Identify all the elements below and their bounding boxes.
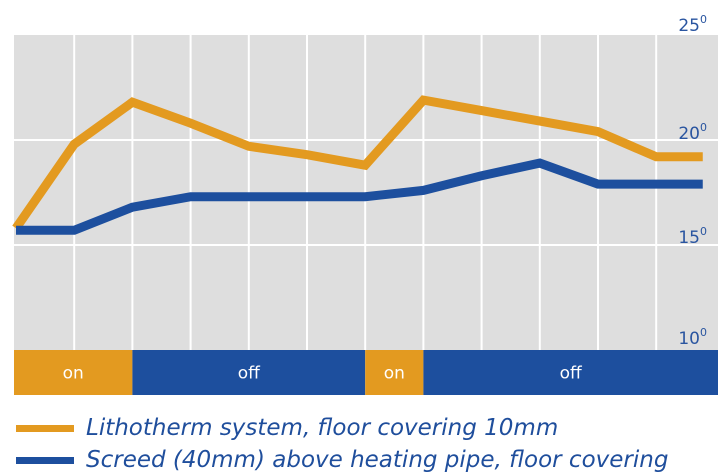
legend: Lithotherm system, floor covering 10mm S… (16, 412, 668, 476)
state-segment-off (423, 350, 718, 395)
y-tick-label: 100 (678, 326, 707, 349)
state-segment-on (365, 350, 424, 395)
state-label-off: off (238, 364, 261, 384)
series-line-2 (16, 158, 703, 235)
state-segment-off (132, 350, 366, 395)
y-axis-ticks: 250 200 150 100 (678, 13, 707, 349)
legend-label-series-2: Screed (40mm) above heating pipe, floor … (86, 447, 669, 473)
temperature-chart: on off on off 250 200 150 100 (12, 13, 718, 395)
y-tick-label: 150 (678, 225, 707, 248)
state-segment-on (14, 350, 133, 395)
state-label-on: on (63, 364, 84, 384)
legend-item-series-2: Screed (40mm) above heating pipe, floor … (16, 444, 668, 476)
legend-label-series-1: Lithotherm system, floor covering 10mm (86, 415, 559, 441)
series-lines (12, 95, 703, 235)
state-label-on: on (384, 364, 405, 384)
state-label-off: off (560, 364, 583, 384)
series-line-1 (12, 95, 703, 231)
legend-swatch-series-2 (16, 456, 74, 464)
legend-item-series-1: Lithotherm system, floor covering 10mm (16, 412, 668, 444)
y-tick-label: 250 (678, 13, 707, 36)
legend-swatch-series-1 (16, 424, 74, 432)
y-tick-label: 200 (678, 121, 707, 144)
heating-state-bar: on off on off (14, 350, 718, 395)
